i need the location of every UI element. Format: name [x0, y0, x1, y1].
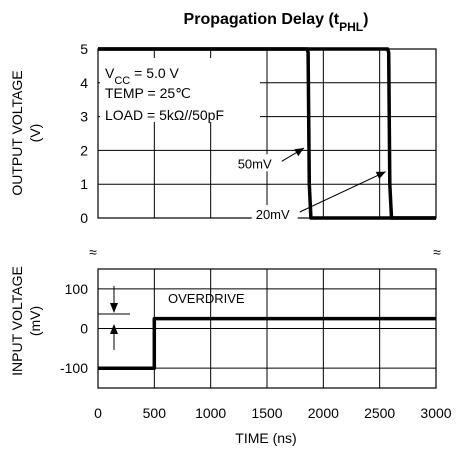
bottom-grid: [97, 269, 437, 388]
x-tick-label: 2000: [308, 405, 339, 421]
top-ylabel-line2: (V): [27, 124, 43, 143]
x-tick-label: 1500: [251, 405, 282, 421]
annotation-20mV: 20mV: [251, 171, 386, 222]
annotation-arrowhead: [375, 171, 386, 180]
input-series: [98, 316, 436, 370]
top-annotations: 50mV 20mV: [233, 147, 386, 222]
x-tick-label: 1000: [195, 405, 226, 421]
bottom-y-ticks: 100 0 -100: [60, 281, 88, 376]
top-y-tick-label: 0: [80, 210, 88, 226]
condition-temp: TEMP = 25℃: [105, 85, 191, 101]
bottom-ylabel-line2: (mV): [27, 306, 43, 336]
top-y-tick-label: 3: [80, 109, 88, 125]
x-tick-label: 3000: [420, 405, 451, 421]
top-y-tick-label: 1: [80, 176, 88, 192]
top-y-tick-label: 2: [80, 142, 88, 158]
annotation-label: 20mV: [256, 207, 290, 222]
overdrive-label: OVERDRIVE: [168, 291, 245, 306]
bottom-series: [98, 316, 436, 370]
overdrive-dimension: [98, 286, 130, 350]
annotation-background: [251, 205, 298, 222]
condition-load: LOAD = 5kΩ//50pF: [105, 107, 224, 123]
x-tick-label: 2500: [364, 405, 395, 421]
bottom-y-tick-label: 0: [80, 321, 88, 337]
conditions-background: [100, 58, 260, 122]
condition-vcc: VCC = 5.0 V: [105, 65, 180, 87]
overdrive-arrowhead-up: [110, 324, 118, 334]
chart-title: Propagation Delay (tPHL): [184, 11, 369, 34]
annotation-arrow: [299, 171, 386, 213]
x-tick-label: 0: [94, 405, 102, 421]
output-voltage-panel: 0 1 2 3 4 5 OUTPUT VOLTAGE (V) VCC = 5.0 V TE…: [9, 41, 437, 226]
top-series: [98, 47, 436, 220]
bottom-y-tick-label: 100: [65, 281, 89, 297]
annotation-arrowhead: [294, 148, 304, 157]
output-series-20mV: [98, 47, 436, 220]
axis-break-left: ≈: [89, 244, 97, 260]
bottom-ylabel-line1: INPUT VOLTAGE: [9, 266, 25, 376]
bottom-y-tick-label: -100: [60, 360, 88, 376]
annotation-label: 50mV: [238, 156, 272, 171]
x-tick-label: 500: [143, 405, 167, 421]
top-ylabel-line1: OUTPUT VOLTAGE: [9, 70, 25, 195]
annotation-50mV: 50mV: [233, 147, 305, 172]
top-y-tick-label: 4: [80, 75, 88, 91]
axis-break-right: ≈: [433, 244, 441, 260]
annotation-background: [233, 154, 280, 172]
top-y-tick-label: 5: [80, 41, 88, 57]
top-y-ticks: 0 1 2 3 4 5: [80, 41, 88, 226]
x-axis-label: TIME (ns): [235, 430, 296, 446]
x-tick-labels: 0 500 1000 1500 2000 2500 3000: [94, 405, 452, 421]
overdrive-arrowhead-down: [110, 303, 118, 313]
input-voltage-panel: 100 0 -100 INPUT VOLTAGE (mV) OVERDRIVE: [9, 266, 437, 389]
